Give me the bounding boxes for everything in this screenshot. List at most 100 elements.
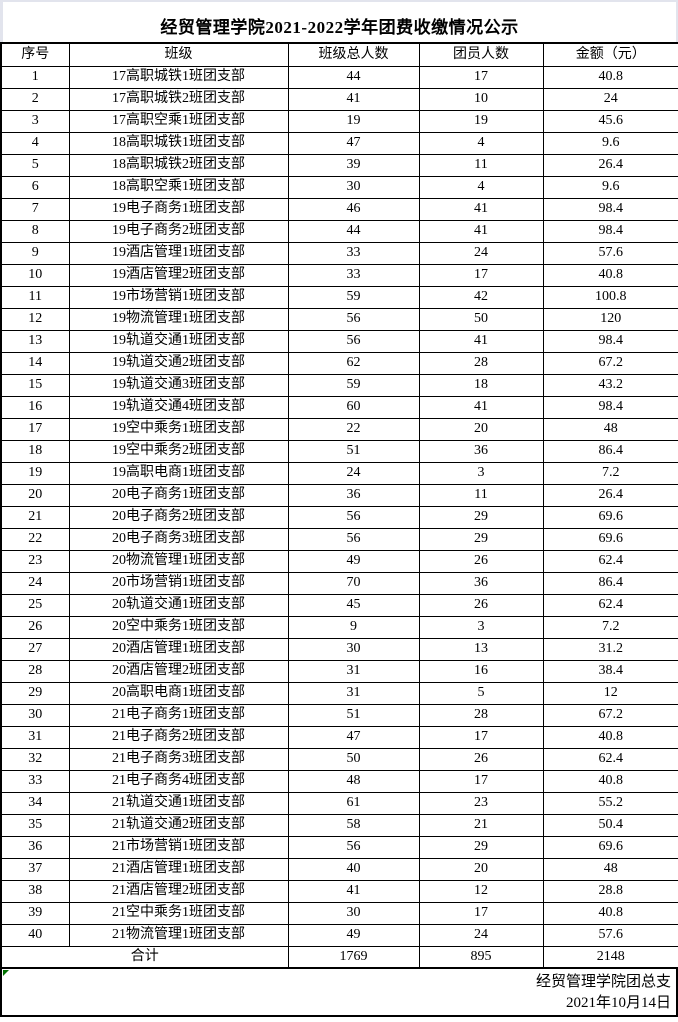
table-cell: 27 xyxy=(0,637,70,661)
table-cell: 69.6 xyxy=(542,527,678,551)
table-cell: 61 xyxy=(287,791,420,815)
table-cell: 20酒店管理1班团支部 xyxy=(68,637,289,661)
table-cell: 24 xyxy=(287,461,420,485)
table-cell: 20市场营销1班团支部 xyxy=(68,571,289,595)
table-cell: 19酒店管理2班团支部 xyxy=(68,263,289,287)
table-row: 3 17高职空乘1班团支部 19 19 45.6 xyxy=(0,109,678,133)
table-cell: 11 xyxy=(0,285,70,309)
table-cell: 11 xyxy=(418,483,544,507)
table-cell: 18 xyxy=(0,439,70,463)
table-cell: 69.6 xyxy=(542,505,678,529)
table-row: 9 19酒店管理1班团支部 33 24 57.6 xyxy=(0,241,678,265)
table-cell: 29 xyxy=(0,681,70,705)
table-cell: 19轨道交通2班团支部 xyxy=(68,351,289,375)
table-cell: 24 xyxy=(542,87,678,111)
table-cell: 18高职空乘1班团支部 xyxy=(68,175,289,199)
table-row: 35 21轨道交通2班团支部 58 21 50.4 xyxy=(0,813,678,837)
table-cell: 17 xyxy=(418,263,544,287)
table-cell: 100.8 xyxy=(542,285,678,309)
table-cell: 56 xyxy=(287,505,420,529)
total-row: 合计 1769 895 2148 xyxy=(0,945,678,969)
table-cell: 67.2 xyxy=(542,351,678,375)
table-cell: 70 xyxy=(287,571,420,595)
table-cell: 39 xyxy=(0,901,70,925)
table-cell: 21酒店管理2班团支部 xyxy=(68,879,289,903)
table-cell: 49 xyxy=(287,549,420,573)
table-cell: 50 xyxy=(287,747,420,771)
table-cell: 20轨道交通1班团支部 xyxy=(68,593,289,617)
table-body: 1 17高职城铁1班团支部 44 17 40.8 2 17高职城铁2班团支部 41 10 24 3 1… xyxy=(0,65,678,947)
table-cell: 56 xyxy=(287,307,420,331)
total-amount: 2148 xyxy=(542,945,678,969)
table-row: 22 20电子商务3班团支部 56 29 69.6 xyxy=(0,527,678,551)
table-cell: 41 xyxy=(287,87,420,111)
signature-org: 经贸管理学院团总支 xyxy=(535,974,671,990)
table-cell: 49 xyxy=(287,923,420,947)
table-cell: 9 xyxy=(287,615,420,639)
table-cell: 98.4 xyxy=(542,219,678,243)
table-cell: 16 xyxy=(418,659,544,683)
table-cell: 21电子商务2班团支部 xyxy=(68,725,289,749)
table-row: 31 21电子商务2班团支部 47 17 40.8 xyxy=(0,725,678,749)
cell-error-indicator-icon xyxy=(3,970,9,976)
table-cell: 23 xyxy=(418,791,544,815)
table-row: 14 19轨道交通2班团支部 62 28 67.2 xyxy=(0,351,678,375)
table-cell: 4 xyxy=(418,175,544,199)
table-cell: 20物流管理1班团支部 xyxy=(68,549,289,573)
table-cell: 15 xyxy=(0,373,70,397)
table-row: 1 17高职城铁1班团支部 44 17 40.8 xyxy=(0,65,678,89)
table-cell: 30 xyxy=(287,901,420,925)
table-cell: 28.8 xyxy=(542,879,678,903)
table-cell: 24 xyxy=(418,241,544,265)
table-row: 4 18高职城铁1班团支部 47 4 9.6 xyxy=(0,131,678,155)
table-cell: 46 xyxy=(287,197,420,221)
table-cell: 19电子商务2班团支部 xyxy=(68,219,289,243)
table-row: 7 19电子商务1班团支部 46 41 98.4 xyxy=(0,197,678,221)
table-cell: 43.2 xyxy=(542,373,678,397)
table-cell: 62.4 xyxy=(542,593,678,617)
table-cell: 38 xyxy=(0,879,70,903)
table-row: 16 19轨道交通4班团支部 60 41 98.4 xyxy=(0,395,678,419)
table-row: 28 20酒店管理2班团支部 31 16 38.4 xyxy=(0,659,678,683)
table-cell: 59 xyxy=(287,373,420,397)
table-cell: 30 xyxy=(287,637,420,661)
table-cell: 19 xyxy=(0,461,70,485)
table-row: 13 19轨道交通1班团支部 56 41 98.4 xyxy=(0,329,678,353)
table-row: 20 20电子商务1班团支部 36 11 26.4 xyxy=(0,483,678,507)
table-cell: 12 xyxy=(0,307,70,331)
table-cell: 98.4 xyxy=(542,197,678,221)
table-row: 18 19空中乘务2班团支部 51 36 86.4 xyxy=(0,439,678,463)
table-cell: 20高职电商1班团支部 xyxy=(68,681,289,705)
table-cell: 69.6 xyxy=(542,835,678,859)
table-cell: 40.8 xyxy=(542,263,678,287)
table-cell: 40 xyxy=(0,923,70,947)
table-cell: 51 xyxy=(287,703,420,727)
table-cell: 28 xyxy=(418,703,544,727)
header-row: 序号 班级 班级总人数 团员人数 金额（元） xyxy=(0,42,678,67)
table-row: 24 20市场营销1班团支部 70 36 86.4 xyxy=(0,571,678,595)
table-cell: 40.8 xyxy=(542,901,678,925)
table-cell: 14 xyxy=(0,351,70,375)
table-cell: 19电子商务1班团支部 xyxy=(68,197,289,221)
table-cell: 19轨道交通3班团支部 xyxy=(68,373,289,397)
table-cell: 21 xyxy=(0,505,70,529)
table-cell: 39 xyxy=(287,153,420,177)
table-cell: 38.4 xyxy=(542,659,678,683)
table-cell: 19空中乘务2班团支部 xyxy=(68,439,289,463)
table-cell: 56 xyxy=(287,329,420,353)
table-cell: 21电子商务1班团支部 xyxy=(68,703,289,727)
table-cell: 58 xyxy=(287,813,420,837)
table-cell: 36 xyxy=(418,571,544,595)
table-cell: 120 xyxy=(542,307,678,331)
table-cell: 7.2 xyxy=(542,615,678,639)
table-cell: 30 xyxy=(0,703,70,727)
table-cell: 10 xyxy=(418,87,544,111)
table-row: 34 21轨道交通1班团支部 61 23 55.2 xyxy=(0,791,678,815)
table-cell: 19酒店管理1班团支部 xyxy=(68,241,289,265)
table-cell: 6 xyxy=(0,175,70,199)
table-cell: 21电子商务3班团支部 xyxy=(68,747,289,771)
table-cell: 17 xyxy=(0,417,70,441)
table-cell: 29 xyxy=(418,527,544,551)
table-cell: 31 xyxy=(287,659,420,683)
